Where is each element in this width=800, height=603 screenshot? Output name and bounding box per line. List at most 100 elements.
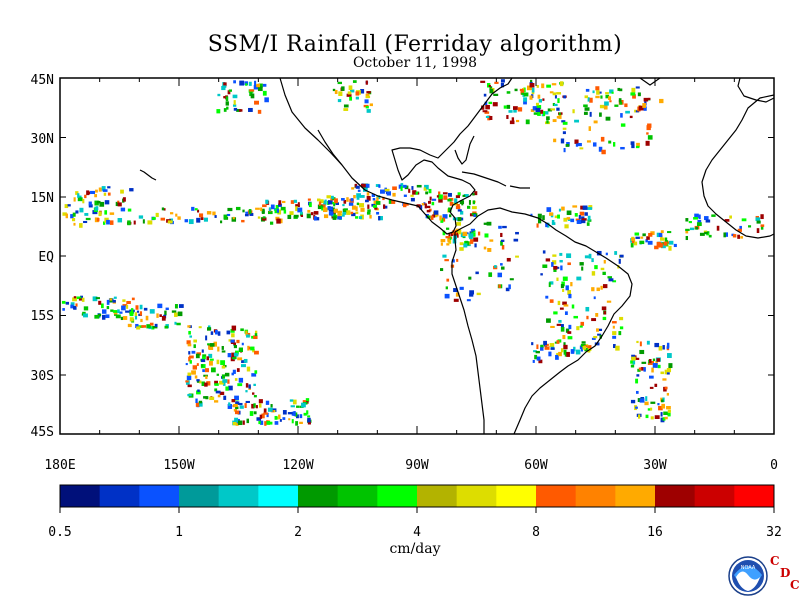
rain-cell — [225, 96, 229, 102]
rain-cell — [432, 198, 437, 201]
rain-cell — [198, 400, 203, 404]
rain-cell — [566, 253, 572, 259]
rain-cell — [474, 243, 477, 248]
rain-cell — [117, 218, 123, 223]
rain-cell — [605, 94, 610, 99]
rain-cell — [402, 184, 407, 188]
rain-cell — [611, 91, 614, 94]
rain-cell — [658, 242, 663, 248]
lon-label-60w: 60W — [524, 458, 548, 473]
rain-cell — [536, 344, 539, 350]
rain-cell — [251, 335, 255, 339]
rain-cell — [349, 96, 353, 101]
rain-cell — [231, 217, 237, 222]
rain-cell — [540, 273, 543, 276]
rain-cell — [449, 201, 454, 206]
rain-cell — [373, 200, 377, 205]
rain-cell — [419, 205, 423, 210]
rain-cell — [647, 408, 652, 411]
rain-cell — [748, 225, 752, 228]
rain-cell — [203, 217, 208, 222]
rain-cell — [483, 246, 487, 250]
rain-cell — [253, 403, 256, 408]
rain-cell — [636, 142, 640, 147]
rain-cell — [231, 352, 236, 358]
rain-cell — [591, 318, 597, 322]
rain-cell — [663, 241, 668, 246]
rain-cell — [516, 119, 520, 123]
rain-cell — [196, 363, 199, 366]
lat-label-15s: 15S — [31, 309, 54, 324]
rain-cell — [261, 209, 265, 214]
rain-cell — [322, 204, 326, 208]
rain-cell — [562, 334, 566, 340]
rain-cell — [608, 278, 614, 282]
rain-cell — [445, 236, 451, 239]
lon-label-90w: 90W — [405, 458, 429, 473]
rain-cell — [317, 204, 322, 210]
rain-cell — [619, 254, 624, 258]
rain-cell — [633, 241, 638, 246]
rain-cell — [540, 344, 544, 348]
colorbar-swatch — [694, 485, 735, 507]
rain-cell — [257, 216, 261, 219]
rain-cell — [577, 142, 582, 147]
rain-cell — [536, 223, 539, 228]
rain-cell — [578, 215, 581, 220]
rain-cell — [265, 199, 269, 204]
rain-cell — [410, 197, 415, 202]
rain-cell — [367, 204, 370, 209]
rain-cell — [228, 89, 233, 92]
rain-cell — [134, 315, 138, 320]
rain-cell — [161, 315, 166, 321]
rain-cell — [455, 292, 460, 297]
rain-cell — [426, 205, 431, 209]
rain-cell — [203, 396, 208, 399]
rain-cell — [73, 222, 76, 226]
rain-cell — [343, 208, 348, 211]
rain-cell — [293, 199, 298, 203]
rain-cell — [694, 213, 699, 218]
rain-cell — [246, 334, 250, 338]
rain-cell — [612, 280, 617, 283]
rain-cell — [188, 219, 194, 225]
rain-cell — [127, 208, 132, 212]
rain-cell — [506, 257, 511, 262]
rain-cell — [533, 112, 538, 115]
rain-cell — [760, 226, 764, 230]
coastline-greenland — [639, 77, 661, 86]
rain-cell — [295, 421, 299, 426]
rain-cell — [453, 288, 458, 293]
rain-cell — [570, 218, 575, 223]
rain-cell — [638, 414, 641, 419]
rain-cell — [195, 398, 198, 404]
rain-cell — [585, 88, 590, 92]
rain-cell — [650, 361, 655, 364]
rain-cell — [639, 240, 645, 245]
rain-cell — [337, 99, 342, 103]
rain-cell — [431, 214, 436, 218]
rain-cell — [487, 247, 492, 252]
rain-cell — [520, 89, 525, 95]
rain-cell — [233, 100, 236, 105]
rain-cell — [666, 392, 670, 396]
rain-cell — [639, 398, 645, 403]
rain-cell — [548, 351, 552, 357]
rain-cell — [494, 81, 499, 84]
rain-cell — [595, 95, 600, 99]
rain-cell — [98, 211, 102, 217]
rain-cell — [599, 112, 602, 117]
rain-cell — [348, 202, 354, 206]
rain-cell — [425, 191, 429, 195]
rain-cell — [333, 203, 336, 207]
rain-cell — [400, 186, 403, 191]
rain-cell — [457, 209, 462, 212]
rain-cell — [316, 217, 320, 221]
rain-cell — [334, 89, 338, 94]
rain-cell — [245, 390, 248, 393]
rain-cell — [122, 316, 128, 320]
rain-cell — [630, 141, 635, 145]
rain-cell — [221, 345, 224, 350]
rain-cell — [147, 220, 153, 225]
rain-cell — [565, 144, 570, 147]
